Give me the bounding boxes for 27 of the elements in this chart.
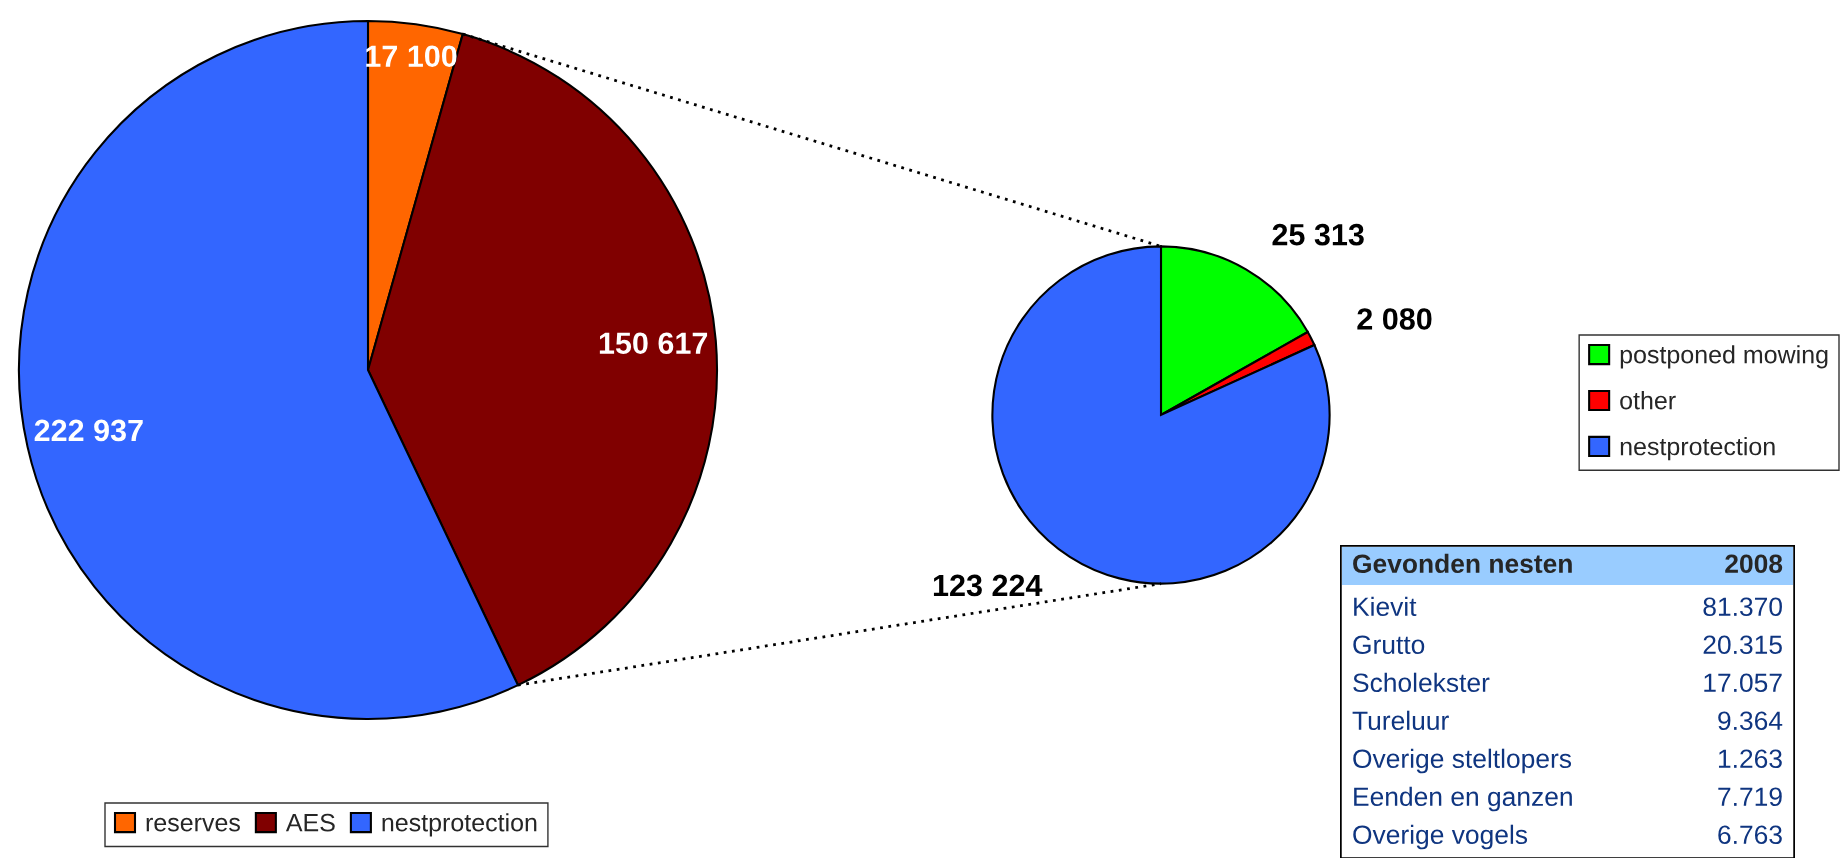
text: 2008 [1725, 554, 1783, 574]
category-label: Overige steltlopers [1353, 748, 1572, 774]
legend-label: nestprotection [1620, 437, 1775, 461]
text: 1.263 [1718, 749, 1782, 769]
category-label: Scholekster [1353, 672, 1490, 693]
text: 6.763 [1718, 825, 1782, 845]
data-label: 123 224 [933, 574, 1043, 597]
data-label: 25 313 [1272, 223, 1364, 246]
category-label: Eenden en ganzen [1354, 786, 1572, 812]
legend-label: postponed mowing [1620, 345, 1828, 369]
text: 81.370 [1703, 597, 1782, 617]
legend-label: reserves [146, 817, 240, 832]
data-label: 150 617 [599, 332, 708, 355]
text: 7.719 [1718, 787, 1782, 807]
legend-label: AES [285, 813, 335, 832]
category-label: Overige vogels [1353, 824, 1528, 850]
text: 20.315 [1703, 635, 1782, 655]
data-label: 2 080 [1357, 308, 1432, 330]
category-label: Grutto [1353, 635, 1425, 655]
text: 17.057 [1704, 673, 1782, 693]
category-label: Tureluur [1352, 710, 1449, 731]
text: 9.364 [1718, 711, 1783, 731]
category-label: Kievit [1354, 596, 1417, 617]
legend-label: nestprotection [382, 813, 537, 837]
text: Gevonden nesten [1353, 553, 1572, 574]
legend-label: other [1620, 391, 1676, 410]
data-label: 222 937 [34, 419, 143, 442]
